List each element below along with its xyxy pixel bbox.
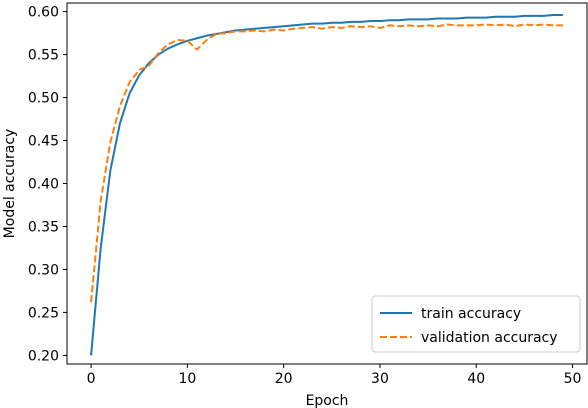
legend-label-train-accuracy: train accuracy [421,306,521,322]
series-layer [90,14,563,356]
legend-label-validation-accuracy: validation accuracy [421,330,558,346]
y-tick-label: 0.60 [28,5,59,21]
x-axis-label: Epoch [306,393,349,408]
x-tick-label: 30 [371,371,389,387]
x-tick-label: 20 [275,371,293,387]
y-tick-label: 0.50 [28,91,59,107]
x-tick-label: 50 [564,371,582,387]
ticks-layer: 0 10 20 30 40 50 0.20 0.25 0.30 0.35 0.40 0.45 0.50 0… [28,5,582,387]
y-tick-label: 0.55 [28,48,59,64]
legend: train accuracy validation accuracy [371,295,581,353]
y-tick-label: 0.20 [28,348,59,364]
y-tick-label: 0.45 [28,134,59,150]
y-axis-label: Model accuracy [2,129,18,239]
y-tick-label: 0.30 [28,262,59,278]
x-tick-label: 10 [178,371,196,387]
y-tick-label: 0.25 [28,305,59,321]
y-tick-label: 0.40 [28,177,59,193]
series-line-train-accuracy [90,14,563,356]
plot-frame [66,2,588,365]
x-tick-label: 0 [87,371,96,387]
series-line-validation-accuracy [90,23,563,303]
legend-box [371,295,581,353]
x-tick-label: 40 [467,371,485,387]
y-tick-label: 0.35 [28,219,59,235]
